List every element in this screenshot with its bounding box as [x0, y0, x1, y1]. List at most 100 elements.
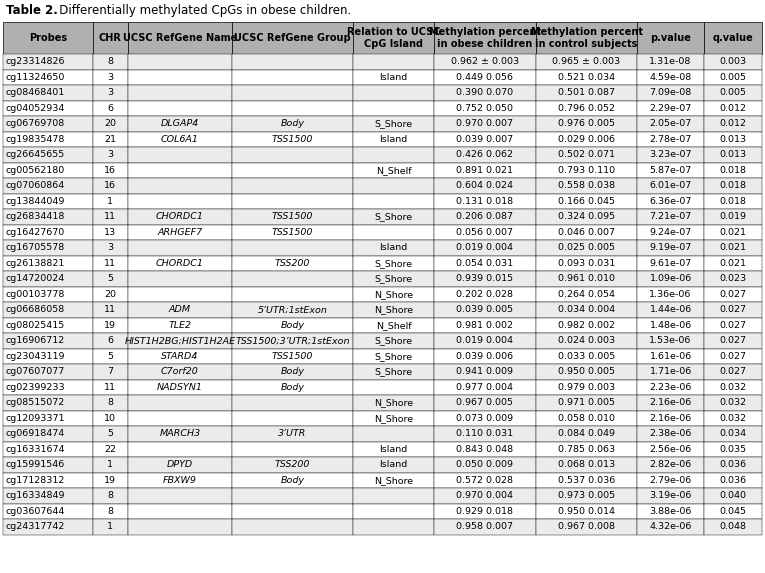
Bar	[353, 364, 435, 379]
Bar	[637, 317, 704, 333]
Bar	[93, 116, 128, 131]
Text: Table 2.: Table 2.	[6, 4, 58, 17]
Text: ARHGEF7: ARHGEF7	[158, 227, 203, 237]
Text: cg15991546: cg15991546	[6, 460, 65, 469]
Bar	[536, 271, 637, 286]
Text: cg24317742: cg24317742	[6, 522, 65, 531]
Bar	[704, 22, 762, 54]
Bar	[232, 442, 353, 457]
Bar	[232, 22, 353, 54]
Text: 1: 1	[107, 460, 113, 469]
Text: 4.32e-06: 4.32e-06	[649, 522, 692, 531]
Bar	[435, 395, 536, 410]
Text: 0.025 0.005: 0.025 0.005	[558, 244, 615, 252]
Bar	[536, 225, 637, 240]
Bar	[3, 442, 93, 457]
Bar	[3, 473, 93, 488]
Text: cg07607077: cg07607077	[6, 367, 65, 376]
Bar	[704, 333, 762, 348]
Bar	[128, 426, 232, 442]
Text: Body: Body	[281, 383, 304, 392]
Text: TSS1500: TSS1500	[272, 135, 313, 144]
Text: 0.891 0.021: 0.891 0.021	[457, 166, 513, 175]
Bar	[353, 426, 435, 442]
Text: N_Shore: N_Shore	[374, 305, 413, 314]
Text: q.value: q.value	[712, 33, 754, 43]
Bar	[704, 426, 762, 442]
Text: 0.019 0.004: 0.019 0.004	[457, 244, 513, 252]
Text: 0.018: 0.018	[719, 197, 747, 206]
Text: cg26834418: cg26834418	[6, 212, 65, 221]
Text: DLGAP4: DLGAP4	[161, 119, 199, 128]
Bar	[93, 178, 128, 194]
Text: 8: 8	[107, 507, 113, 516]
Text: 5: 5	[107, 352, 113, 361]
Bar	[128, 209, 232, 225]
Bar	[93, 271, 128, 286]
Text: 0.054 0.031: 0.054 0.031	[457, 259, 513, 268]
Text: 0.027: 0.027	[719, 367, 747, 376]
Bar	[128, 163, 232, 178]
Text: 0.979 0.003: 0.979 0.003	[558, 383, 615, 392]
Text: 0.084 0.049: 0.084 0.049	[558, 429, 615, 438]
Text: 0.035: 0.035	[719, 445, 747, 454]
Bar	[3, 147, 93, 163]
Bar	[128, 131, 232, 147]
Text: cg08515072: cg08515072	[6, 398, 65, 407]
Text: 2.82e-06: 2.82e-06	[649, 460, 692, 469]
Bar	[637, 100, 704, 116]
Bar	[435, 488, 536, 504]
Text: 0.950 0.014: 0.950 0.014	[558, 507, 615, 516]
Bar	[536, 240, 637, 256]
Bar	[232, 488, 353, 504]
Text: 1: 1	[107, 522, 113, 531]
Text: 6: 6	[107, 336, 113, 346]
Bar	[637, 54, 704, 69]
Text: 2.56e-06: 2.56e-06	[649, 445, 692, 454]
Text: 0.324 0.095: 0.324 0.095	[558, 212, 615, 221]
Text: 8: 8	[107, 491, 113, 500]
Text: 0.604 0.024: 0.604 0.024	[457, 181, 513, 190]
Text: 0.046 0.007: 0.046 0.007	[558, 227, 615, 237]
Bar	[637, 178, 704, 194]
Text: CHR: CHR	[99, 33, 122, 43]
Text: Island: Island	[379, 460, 408, 469]
Bar	[704, 194, 762, 209]
Text: 11: 11	[104, 305, 116, 314]
Text: 0.982 0.002: 0.982 0.002	[558, 321, 615, 329]
Bar	[536, 333, 637, 348]
Bar	[536, 163, 637, 178]
Text: 0.521 0.034: 0.521 0.034	[558, 73, 615, 82]
Text: TSS200: TSS200	[275, 259, 310, 268]
Text: cg16331674: cg16331674	[6, 445, 66, 454]
Bar	[93, 302, 128, 317]
Bar	[3, 225, 93, 240]
Bar	[536, 286, 637, 302]
Text: 22: 22	[104, 445, 116, 454]
Text: 0.965 ± 0.003: 0.965 ± 0.003	[552, 57, 620, 66]
Text: 3’UTR: 3’UTR	[278, 429, 307, 438]
Text: 0.021: 0.021	[719, 259, 747, 268]
Bar	[353, 348, 435, 364]
Text: 0.785 0.063: 0.785 0.063	[558, 445, 615, 454]
Bar	[353, 116, 435, 131]
Bar	[353, 410, 435, 426]
Bar	[232, 302, 353, 317]
Text: 6.01e-07: 6.01e-07	[649, 181, 692, 190]
Bar	[435, 225, 536, 240]
Text: 0.941 0.009: 0.941 0.009	[457, 367, 513, 376]
Text: N_Shore: N_Shore	[374, 290, 413, 299]
Bar	[536, 473, 637, 488]
Bar	[232, 54, 353, 69]
Text: cg07060864: cg07060864	[6, 181, 65, 190]
Bar	[3, 410, 93, 426]
Bar	[637, 225, 704, 240]
Text: S_Shore: S_Shore	[375, 259, 412, 268]
Bar	[3, 69, 93, 85]
Text: Island: Island	[379, 73, 408, 82]
Bar	[232, 379, 353, 395]
Text: cg13844049: cg13844049	[6, 197, 65, 206]
Text: 20: 20	[104, 290, 116, 299]
Bar	[637, 473, 704, 488]
Bar	[704, 302, 762, 317]
